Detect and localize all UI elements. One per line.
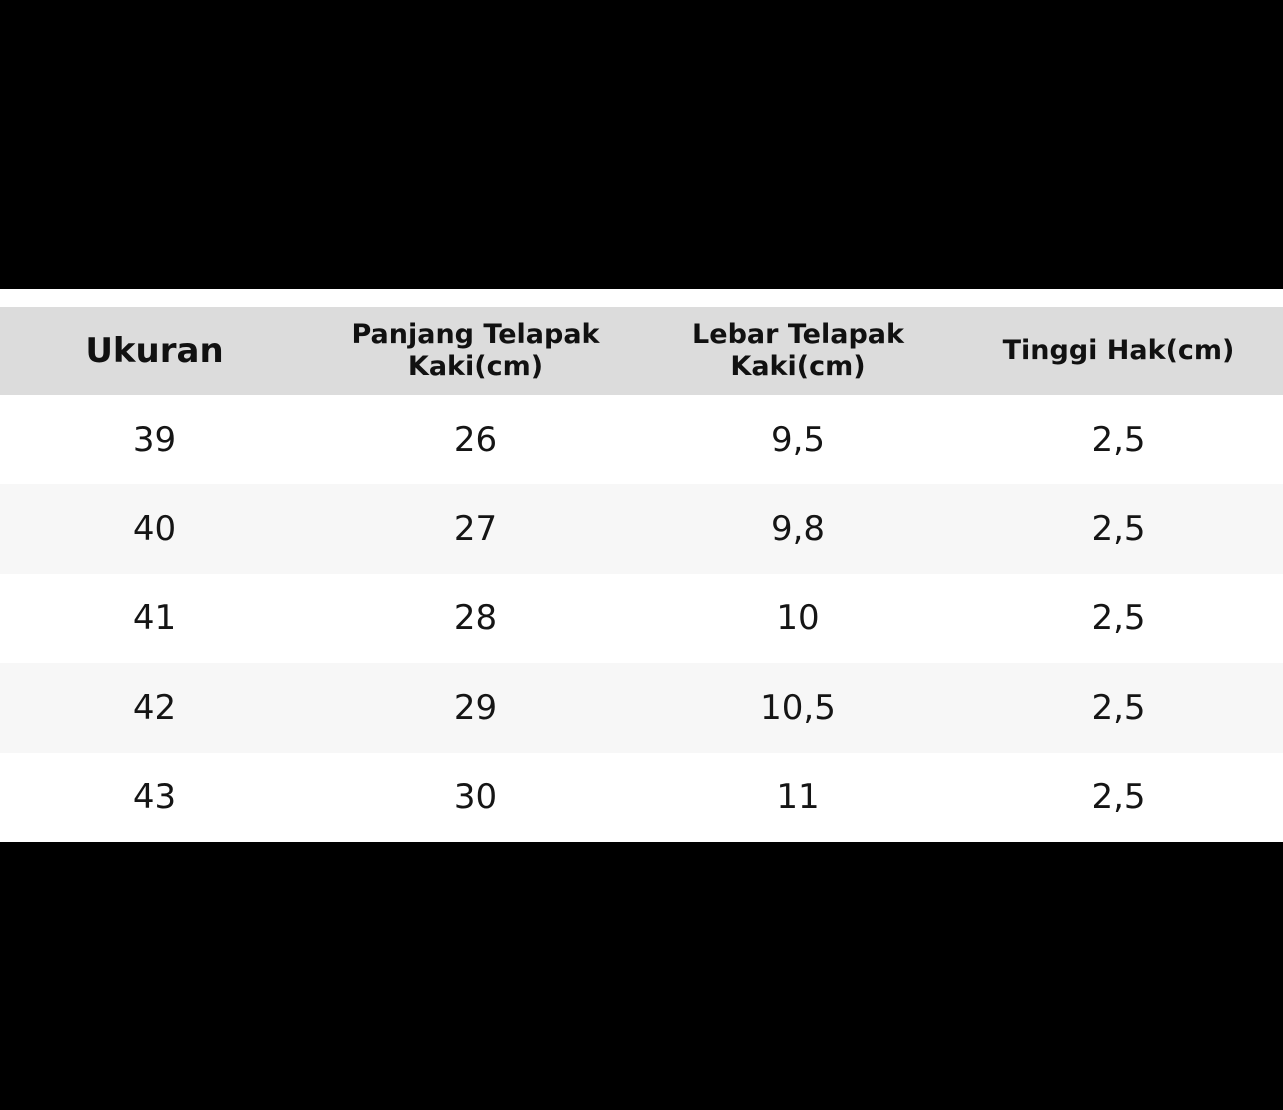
cell-ukuran: 40	[132, 509, 177, 550]
cell-tinggi: 2,5	[1091, 777, 1146, 818]
header-cell-tinggi: Tinggi Hak(cm)	[954, 307, 1283, 395]
header-cell-panjang: Panjang Telapak Kaki(cm)	[309, 307, 642, 395]
cell-tinggi: 2,5	[1091, 419, 1146, 460]
cell-panjang: 26	[453, 419, 498, 460]
cell-tinggi: 2,5	[1091, 598, 1146, 639]
cell-panjang: 27	[453, 509, 498, 550]
cell-panjang: 28	[453, 598, 498, 639]
cell-tinggi: 2,5	[1091, 509, 1146, 550]
header-label-panjang: Panjang Telapak Kaki(cm)	[351, 319, 600, 382]
cell-ukuran: 43	[132, 777, 177, 818]
header-label-ukuran: Ukuran	[85, 331, 224, 371]
header-label-lebar: Lebar Telapak Kaki(cm)	[692, 319, 904, 382]
cell-lebar: 9,5	[770, 419, 826, 460]
cell-panjang: 29	[453, 687, 498, 728]
header-cell-ukuran: Ukuran	[0, 307, 309, 395]
cell-tinggi: 2,5	[1091, 687, 1146, 728]
table-header-row: Ukuran Panjang Telapak Kaki(cm) Lebar Te…	[0, 307, 1283, 395]
cell-lebar: 10,5	[760, 687, 836, 728]
table-row: 40 27 9,8 2,5	[0, 484, 1283, 574]
cell-ukuran: 42	[132, 687, 177, 728]
cell-lebar: 11	[776, 777, 820, 818]
cell-lebar: 10	[776, 598, 820, 639]
cell-ukuran: 41	[132, 598, 177, 639]
cell-ukuran: 39	[132, 419, 177, 460]
header-label-tinggi: Tinggi Hak(cm)	[1002, 335, 1235, 366]
table-row: 39 26 9,5 2,5	[0, 395, 1283, 485]
table-row: 41 28 10 2,5	[0, 573, 1283, 664]
cell-panjang: 30	[453, 777, 498, 818]
table-row: 43 30 11 2,5	[0, 752, 1283, 842]
header-cell-lebar: Lebar Telapak Kaki(cm)	[642, 307, 954, 395]
size-table: Ukuran Panjang Telapak Kaki(cm) Lebar Te…	[0, 289, 1283, 842]
table-body: 39 26 9,5 2,5 40 27 9,8 2,5 41 28 10 2,5…	[0, 395, 1283, 842]
cell-lebar: 9,8	[770, 509, 826, 550]
table-row: 42 29 10,5 2,5	[0, 663, 1283, 753]
